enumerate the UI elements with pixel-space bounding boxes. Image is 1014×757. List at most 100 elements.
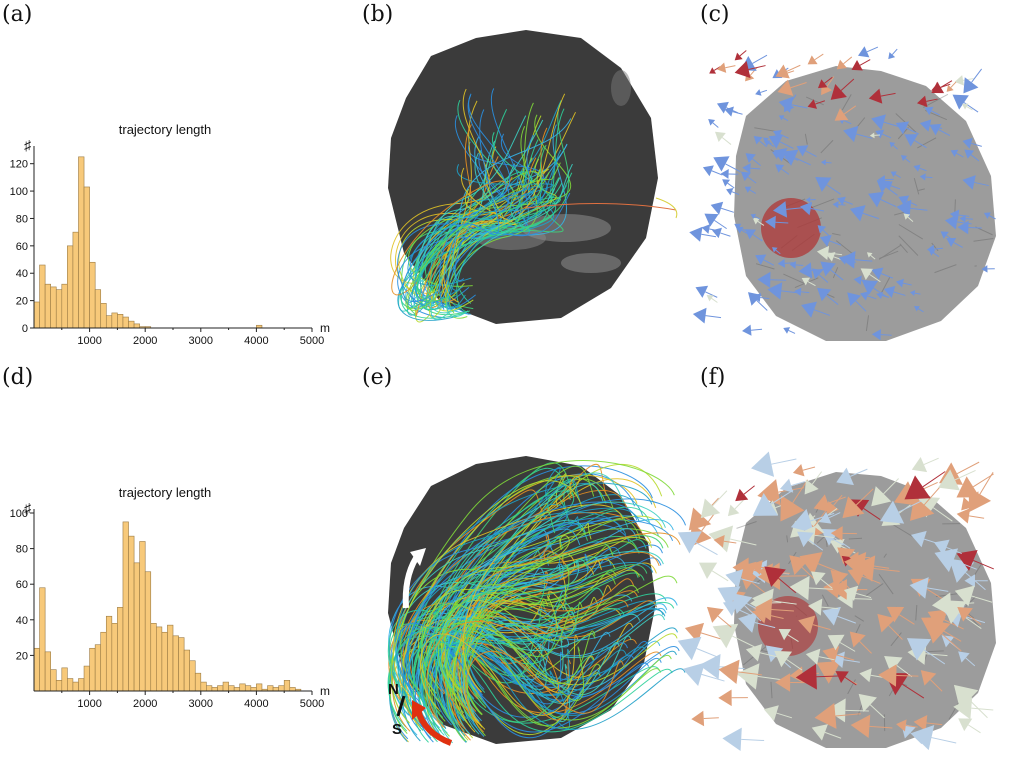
flow-arrowhead <box>691 711 704 726</box>
flow-arrow-shaft <box>853 599 872 600</box>
hist-d-bar <box>256 684 262 691</box>
flow-arrow-shaft <box>760 90 766 92</box>
hist-d-bar <box>129 536 135 691</box>
flow-arrow-shaft <box>789 330 795 333</box>
flow-arrow-shaft <box>702 674 725 681</box>
flow-arrowhead <box>704 214 718 227</box>
hist-d-title: trajectory length <box>119 485 212 500</box>
flow-arrowhead <box>735 489 748 501</box>
hist-d-bar <box>73 682 79 691</box>
hist-a-bar <box>90 262 96 328</box>
hist-d-bar <box>62 668 68 691</box>
hist-a-bar <box>51 287 57 328</box>
hist-d-bar <box>245 686 251 691</box>
hist-a-x-tick-label: 3000 <box>189 335 213 347</box>
hist-d-bar <box>34 648 40 691</box>
hist-d-bar <box>101 632 107 691</box>
hist-d-x-tick-label: 2000 <box>133 698 157 710</box>
flow-view-f <box>706 448 1006 757</box>
hist-d-bar <box>123 522 129 691</box>
hist-d-bar <box>78 679 84 691</box>
hist-d-bar <box>134 563 140 691</box>
flow-arrowhead <box>735 53 743 61</box>
hist-d-bar <box>151 623 157 691</box>
hist-a-y-tick-label: 60 <box>16 241 28 253</box>
flow-arrow-shaft <box>741 739 764 740</box>
hist-d-bar <box>40 588 46 691</box>
hist-a-y-tick-label: 100 <box>10 186 28 198</box>
hist-d-bar <box>90 648 96 691</box>
flow-arrowhead <box>699 563 717 579</box>
flow-arrowhead <box>718 689 731 706</box>
hist-d-bar <box>140 541 146 691</box>
flow-arrow-shaft <box>924 458 939 464</box>
hist-d-bar <box>290 687 296 691</box>
trajectory-view-e: N S <box>376 448 681 753</box>
flow-arrowhead <box>837 60 847 70</box>
hist-a-bar <box>56 290 62 328</box>
hist-d-xlabel: m <box>320 684 330 698</box>
hist-d-bar <box>229 686 235 691</box>
hist-a-bar <box>73 232 79 328</box>
flow-arrow-shaft <box>735 500 743 509</box>
comet-body-c <box>734 66 996 341</box>
flow-arrowhead <box>713 624 739 648</box>
hist-d-bar <box>84 666 90 691</box>
hist-d-bar <box>95 645 101 691</box>
flow-arrow-shaft <box>750 168 760 169</box>
flow-arrowhead <box>708 119 715 126</box>
hist-a-x-tick-label: 4000 <box>244 335 268 347</box>
hist-d-bar <box>234 687 240 691</box>
hist-d-bar <box>251 687 257 691</box>
hist-a-x-tick-label: 2000 <box>133 335 157 347</box>
flow-arrow-shaft <box>706 316 721 318</box>
hist-a-xlabel: m <box>320 321 330 335</box>
flow-arrow-shaft <box>796 265 803 266</box>
flow-arrowhead <box>707 607 724 623</box>
hist-a-bar <box>67 246 73 328</box>
hist-d-bar <box>106 616 112 691</box>
hist-d-bar <box>51 670 57 691</box>
flow-arrowhead <box>969 487 991 512</box>
hist-d-bar <box>162 632 168 691</box>
flow-arrow-shaft <box>701 234 716 236</box>
flow-arrow-shaft <box>867 47 878 52</box>
flow-arrow-shaft <box>751 329 762 330</box>
flow-arrowhead <box>953 95 969 110</box>
flow-arrow-shaft <box>980 472 993 494</box>
flow-arrow-shaft <box>971 708 993 710</box>
flow-arrow-shaft <box>713 491 727 506</box>
hist-a-bar <box>84 187 90 328</box>
hist-a-bar <box>40 265 46 328</box>
hist-d-bar <box>56 680 62 691</box>
hist-a-y-tick-label: 0 <box>22 323 28 335</box>
flow-arrow-shaft <box>957 462 979 474</box>
hist-d-bar <box>268 686 274 691</box>
flow-arrowhead <box>693 308 707 324</box>
trajectory-view-b <box>376 28 681 333</box>
hist-d-bar <box>117 607 123 691</box>
flow-arrowhead <box>793 464 805 476</box>
compass-north: N <box>388 681 399 698</box>
hist-d-bar <box>201 682 207 691</box>
flow-arrowhead <box>742 325 751 336</box>
bright-patch <box>561 253 621 273</box>
hist-a-title: trajectory length <box>119 122 212 137</box>
flow-arrowhead <box>955 75 964 85</box>
hist-d-y-tick-label: 80 <box>16 544 28 556</box>
hist-d-x-tick-label: 1000 <box>77 698 101 710</box>
flow-arrow-shaft <box>696 542 718 554</box>
hist-d-bar <box>190 661 196 691</box>
hist-a-bar <box>62 284 68 328</box>
hist-a-bar <box>129 321 135 328</box>
flow-arrowhead <box>958 718 972 731</box>
flow-arrow-shaft <box>892 49 897 55</box>
flow-arrow-shaft <box>712 171 723 175</box>
hist-a-bar <box>123 317 129 328</box>
hist-d-y-tick-label: 20 <box>16 650 28 662</box>
hist-d-bar <box>284 680 290 691</box>
flow-arrowhead <box>689 227 702 242</box>
